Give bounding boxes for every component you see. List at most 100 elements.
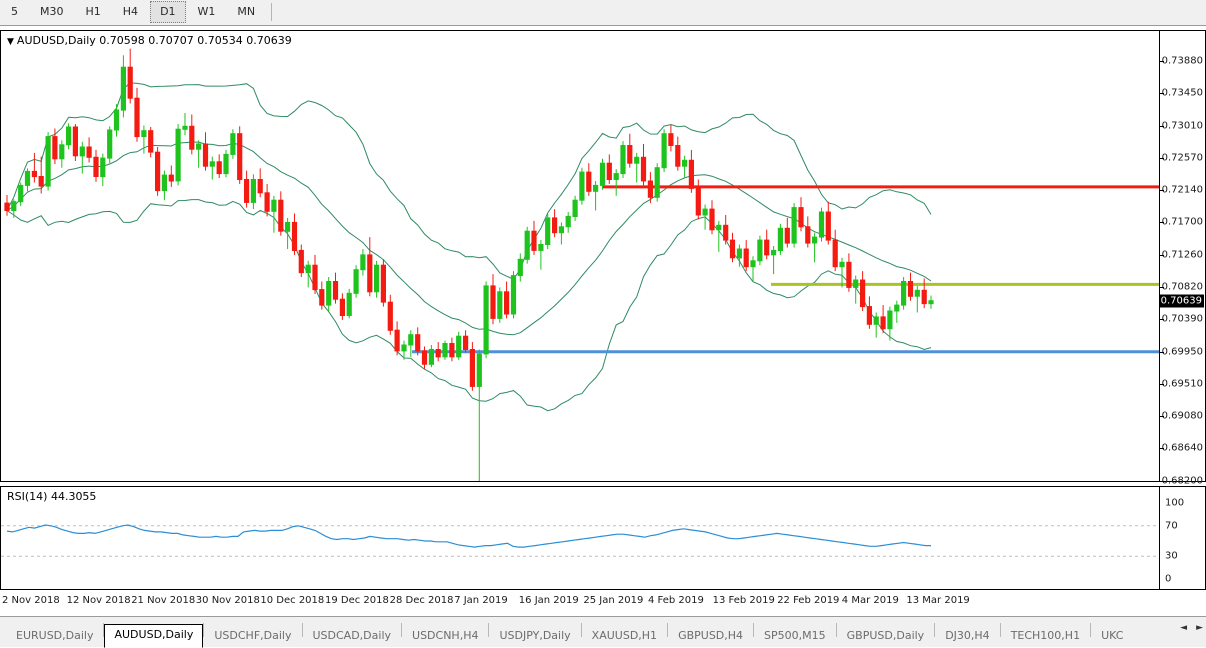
symbol-tab-dj30[interactable]: DJ30,H4 xyxy=(945,629,990,642)
candlestick xyxy=(613,169,619,196)
candlestick xyxy=(230,129,236,159)
timeframe-button-h1[interactable]: H1 xyxy=(85,5,101,18)
symbol-tab-xauusd[interactable]: XAUUSD,H1 xyxy=(591,629,658,642)
timeframe-button-m30[interactable]: M30 xyxy=(40,5,64,18)
symbol-tab-sp500[interactable]: SP500,M15 xyxy=(764,629,826,642)
candle-body xyxy=(873,316,879,325)
candlestick xyxy=(408,330,414,357)
price-chart-canvas xyxy=(4,48,1159,481)
timeframe-button-w1[interactable]: W1 xyxy=(197,5,216,18)
timeframe-button-5[interactable]: 5 xyxy=(11,5,18,18)
bollinger-band-upper xyxy=(6,82,932,280)
timeframe-button-mn[interactable]: MN xyxy=(237,5,256,18)
candle-body xyxy=(66,126,72,146)
candle-body xyxy=(250,179,257,203)
symbol-tab-usdchf[interactable]: USDCHF,Daily xyxy=(214,629,292,642)
price-axis-tick xyxy=(1160,415,1164,417)
rsi-indicator-panel[interactable]: RSI(14) 44.3055 xyxy=(0,486,1160,590)
candlestick xyxy=(291,213,298,255)
candlestick xyxy=(825,201,831,245)
tab-scroll-left-icon[interactable]: ◄ xyxy=(1180,623,1188,633)
symbol-tab-tech100[interactable]: TECH100,H1 xyxy=(1010,629,1081,642)
price-chart-panel[interactable]: ▼ AUDUSD,Daily 0.70598 0.70707 0.70534 0.… xyxy=(0,30,1160,482)
candlestick xyxy=(319,281,325,310)
candlestick xyxy=(449,337,455,362)
candlestick xyxy=(832,229,838,272)
ohlc-text: AUDUSD,Daily 0.70598 0.70707 0.70534 0.7… xyxy=(16,34,292,47)
candlestick xyxy=(805,216,811,248)
tab-scroll-controls[interactable]: ◄ ► xyxy=(1180,623,1203,633)
price-axis-label: 0.73880 xyxy=(1161,55,1203,67)
candle-body xyxy=(812,236,818,244)
candlestick xyxy=(928,295,934,309)
candlestick xyxy=(298,244,304,277)
candlestick xyxy=(415,327,421,356)
price-axis-tick xyxy=(1160,93,1164,95)
candlestick xyxy=(531,220,537,255)
candlestick xyxy=(483,281,489,359)
timeframe-button-h4[interactable]: H4 xyxy=(122,5,139,18)
bollinger-band-middle xyxy=(6,141,932,336)
collapse-triangle-icon[interactable]: ▼ xyxy=(7,37,14,47)
candle-body xyxy=(463,335,469,351)
symbol-tab-ukc[interactable]: UKC xyxy=(1101,629,1124,642)
candle-body xyxy=(818,211,825,238)
symbol-tab-eurusd[interactable]: EURUSD,Daily xyxy=(16,629,94,642)
candle-body xyxy=(230,133,236,155)
date-axis-label: 10 Dec 2018 xyxy=(260,595,325,606)
timeframe-button-d1[interactable]: D1 xyxy=(150,1,186,23)
candlestick xyxy=(202,132,209,171)
price-axis-tick xyxy=(1160,384,1164,386)
candle-body xyxy=(640,156,647,182)
candle-body xyxy=(853,279,859,288)
candle-body xyxy=(134,97,140,138)
bollinger-band-lower xyxy=(6,199,932,412)
candlestick xyxy=(264,183,270,217)
date-axis[interactable]: 2 Nov 2018 12 Nov 2018 21 Nov 2018 30 Nov 2… xyxy=(0,592,1206,616)
candle-body xyxy=(914,289,920,297)
symbol-tab-gbpusd[interactable]: GBPUSD,H4 xyxy=(678,629,744,642)
symbol-tab-usdcad[interactable]: USDCAD,Daily xyxy=(312,629,392,642)
candle-body xyxy=(155,151,161,192)
candlestick xyxy=(59,140,65,168)
candlestick xyxy=(914,285,920,313)
symbol-tab-usdjpy[interactable]: USDJPY,Daily xyxy=(499,629,571,642)
candle-body xyxy=(599,162,606,186)
symbol-tab-audusd[interactable]: AUDUSD,Daily xyxy=(104,624,204,648)
candlestick xyxy=(702,204,708,230)
price-axis-label: 0.69950 xyxy=(1161,346,1203,358)
date-axis-label: 13 Mar 2019 xyxy=(906,595,970,606)
candlestick xyxy=(750,256,756,282)
tab-separator xyxy=(203,622,205,637)
candle-body xyxy=(647,180,653,198)
candlestick xyxy=(72,124,79,161)
price-axis-tick xyxy=(1160,254,1164,256)
candle-body xyxy=(216,161,222,175)
candle-body xyxy=(380,264,386,303)
candlestick xyxy=(504,281,510,319)
candle-body xyxy=(777,227,783,252)
tab-scroll-right-icon[interactable]: ► xyxy=(1196,623,1203,633)
candle-body xyxy=(415,334,421,352)
symbol-tab-usdcnh[interactable]: USDCNH,H4 xyxy=(412,629,479,642)
current-price-tag: 0.70639 xyxy=(1158,294,1204,308)
candle-body xyxy=(4,202,10,212)
date-axis-label: 28 Dec 2018 xyxy=(389,595,454,606)
candle-body xyxy=(839,261,845,268)
candlestick xyxy=(866,296,872,329)
symbol-tab-gbpusd[interactable]: GBPUSD,Daily xyxy=(846,629,925,642)
candlestick xyxy=(79,141,85,174)
price-axis-tick xyxy=(1160,125,1164,127)
candle-body xyxy=(832,239,838,268)
candle-body xyxy=(682,159,688,167)
candlestick xyxy=(250,174,257,210)
candlestick xyxy=(237,126,243,184)
rsi-axis-label: 0 xyxy=(1165,573,1172,585)
price-axis-tick xyxy=(1160,351,1164,353)
candlestick xyxy=(66,123,72,150)
candle-body xyxy=(579,171,585,201)
price-axis[interactable]: 0.73880 0.73450 0.73010 0.72570 0.72140 0.717… xyxy=(1158,30,1206,487)
date-axis-label: 21 Nov 2018 xyxy=(131,595,196,606)
candlestick xyxy=(887,306,893,341)
candlestick xyxy=(894,300,900,323)
